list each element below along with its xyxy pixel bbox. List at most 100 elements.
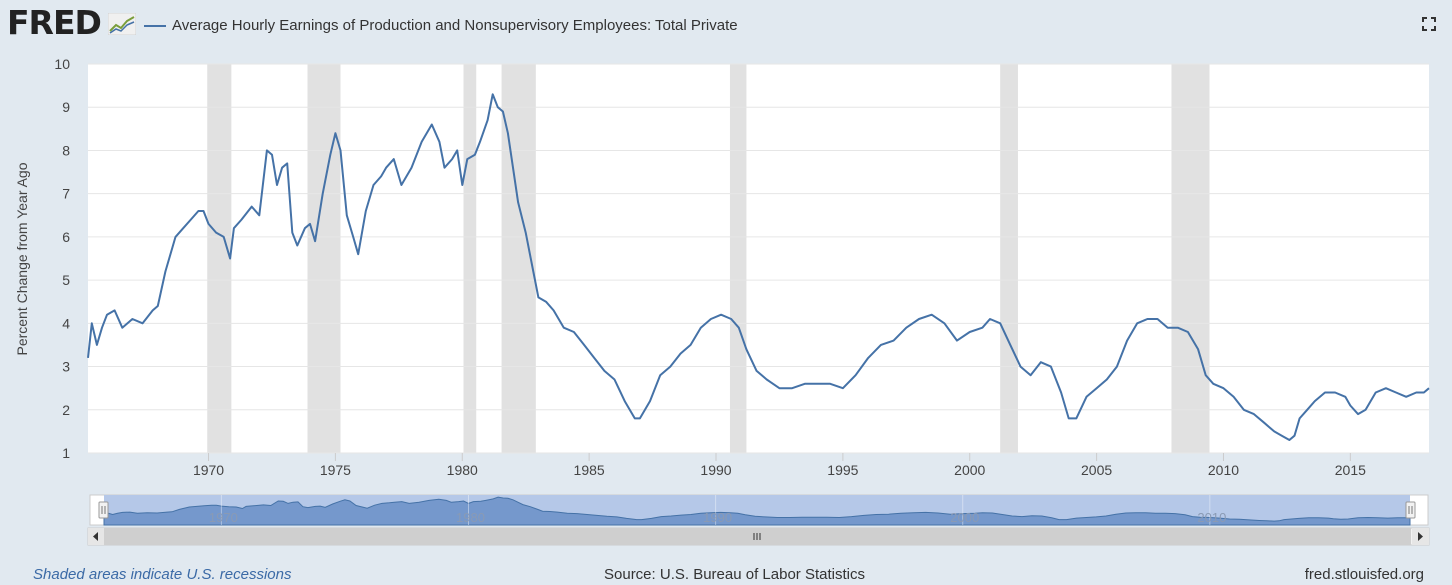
data-point xyxy=(411,167,412,168)
navigator-tick-label: 2010 xyxy=(1197,510,1226,525)
recession-band xyxy=(307,64,341,453)
y-tick-label: 3 xyxy=(62,359,70,375)
navigator-handle-left[interactable] xyxy=(98,501,109,519)
data-point xyxy=(893,340,894,341)
data-point xyxy=(1000,323,1001,324)
data-point xyxy=(573,331,574,332)
data-point xyxy=(634,418,635,419)
data-point xyxy=(310,223,311,224)
y-tick-label: 8 xyxy=(62,142,70,158)
data-point xyxy=(346,215,347,216)
data-point xyxy=(906,327,907,328)
arrow-right-icon[interactable] xyxy=(1412,528,1429,545)
grip-icon[interactable] xyxy=(753,533,761,540)
data-point xyxy=(1423,392,1424,393)
data-point xyxy=(553,310,554,311)
data-point xyxy=(358,254,359,255)
data-point xyxy=(1050,366,1051,367)
data-point xyxy=(1365,409,1366,410)
data-point xyxy=(1076,418,1077,419)
data-point xyxy=(746,349,747,350)
data-point xyxy=(393,159,394,160)
data-point xyxy=(107,314,108,315)
recession-band xyxy=(463,64,477,453)
data-point xyxy=(1396,392,1397,393)
x-tick-label: 1985 xyxy=(574,462,605,478)
data-point xyxy=(353,236,354,237)
data-point xyxy=(1385,388,1386,389)
plot-background xyxy=(88,64,1429,453)
data-point xyxy=(1299,418,1300,419)
data-point xyxy=(1213,383,1214,384)
data-point xyxy=(1147,319,1148,320)
y-tick-label: 9 xyxy=(62,99,70,115)
y-tick-label: 1 xyxy=(62,445,70,461)
grid-lines xyxy=(88,63,1429,454)
navigator-handle-right[interactable] xyxy=(1405,501,1416,519)
data-point xyxy=(297,245,298,246)
recession-band xyxy=(1171,64,1210,453)
x-tick-label: 2015 xyxy=(1335,462,1366,478)
data-point xyxy=(1010,344,1011,345)
data-point xyxy=(165,271,166,272)
data-point xyxy=(533,271,534,272)
data-point xyxy=(1357,414,1358,415)
scrollbar[interactable] xyxy=(87,527,1430,546)
y-axis-label: Percent Change from Year Ago xyxy=(14,162,30,355)
data-point xyxy=(855,375,856,376)
data-point xyxy=(304,228,305,229)
data-point xyxy=(487,120,488,121)
data-point xyxy=(373,185,374,186)
recession-band xyxy=(1000,64,1018,453)
data-point xyxy=(1187,331,1188,332)
x-tick-label: 1995 xyxy=(827,462,858,478)
chart-header: FRED Average Hourly Earnings of Producti… xyxy=(0,0,1452,54)
x-tick-label: 1980 xyxy=(447,462,478,478)
data-point xyxy=(277,185,278,186)
site-link[interactable]: fred.stlouisfed.org xyxy=(1304,566,1424,583)
data-point xyxy=(142,323,143,324)
series-line[interactable] xyxy=(87,93,1430,441)
data-point xyxy=(594,357,595,358)
data-point xyxy=(584,344,585,345)
data-point xyxy=(1127,340,1128,341)
data-point xyxy=(1040,362,1041,363)
data-point xyxy=(132,319,133,320)
source-note: Source: U.S. Bureau of Labor Statistics xyxy=(604,566,865,583)
data-point xyxy=(1177,327,1178,328)
data-point xyxy=(462,185,463,186)
data-point xyxy=(1350,405,1351,406)
data-point xyxy=(101,327,102,328)
data-point xyxy=(452,159,453,160)
data-point xyxy=(792,388,793,389)
data-point xyxy=(944,323,945,324)
data-point xyxy=(614,379,615,380)
data-point xyxy=(266,150,267,151)
data-point xyxy=(1345,396,1346,397)
fred-logo[interactable]: FRED xyxy=(7,3,102,42)
arrow-left-icon[interactable] xyxy=(88,528,104,545)
data-point xyxy=(1253,414,1254,415)
data-point xyxy=(1264,422,1265,423)
navigator[interactable]: 1970 1980 1990 2000 2010 xyxy=(89,494,1429,526)
y-tick-label: 10 xyxy=(54,56,70,72)
data-point xyxy=(1020,366,1021,367)
x-tick-label: 1970 xyxy=(193,462,224,478)
chart-footer: Shaded areas indicate U.S. recessions So… xyxy=(0,564,1452,585)
fullscreen-icon[interactable] xyxy=(1422,17,1436,31)
data-point xyxy=(731,319,732,320)
data-point xyxy=(868,357,869,358)
data-point xyxy=(830,383,831,384)
data-point xyxy=(401,185,402,186)
line-chart-icon xyxy=(108,13,136,35)
data-point xyxy=(624,401,625,402)
recession-shading xyxy=(207,64,1210,453)
recession-note: Shaded areas indicate U.S. recessions xyxy=(33,566,292,583)
data-point xyxy=(497,107,498,108)
data-point xyxy=(292,232,293,233)
data-point xyxy=(230,258,231,259)
data-point xyxy=(1061,392,1062,393)
data-point xyxy=(660,375,661,376)
data-point xyxy=(1375,392,1376,393)
data-point xyxy=(114,310,115,311)
